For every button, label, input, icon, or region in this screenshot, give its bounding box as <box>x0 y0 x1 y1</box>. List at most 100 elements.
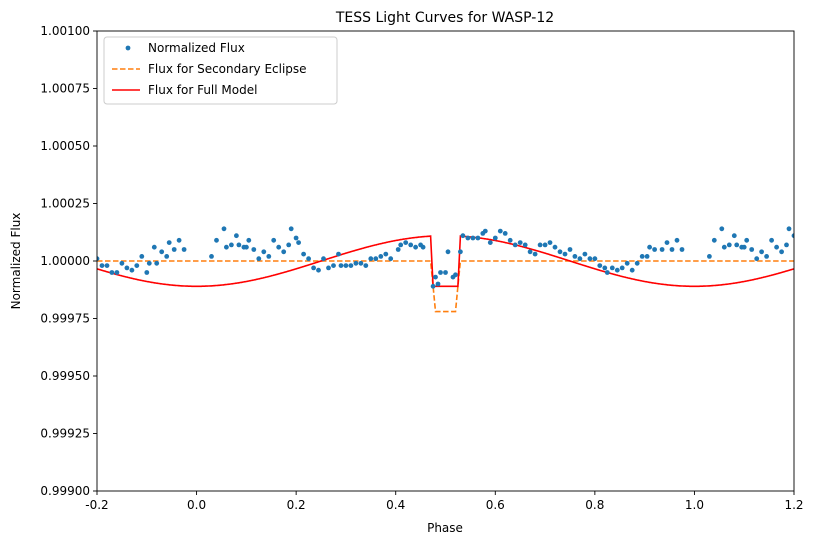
series-layer <box>97 226 794 313</box>
flux-data-point <box>403 240 409 246</box>
x-axis-label: Phase <box>427 521 463 535</box>
flux-data-point <box>734 242 740 248</box>
y-tick-label: 0.99975 <box>40 312 90 326</box>
flux-data-point <box>567 247 573 252</box>
legend-label: Flux for Secondary Eclipse <box>148 62 307 76</box>
flux-data-point <box>547 240 553 246</box>
flux-data-point <box>438 270 443 275</box>
flux-data-point <box>532 251 538 257</box>
flux-data-point <box>286 242 292 248</box>
flux-data-point <box>744 237 750 243</box>
flux-data-point <box>271 237 277 243</box>
flux-data-point <box>497 228 503 234</box>
flux-data-point <box>749 247 755 252</box>
flux-data-point <box>470 235 476 241</box>
flux-data-point <box>582 251 588 257</box>
flux-data-point <box>256 256 262 262</box>
flux-data-point <box>669 247 675 252</box>
flux-data-point <box>552 244 558 250</box>
flux-data-point <box>522 242 528 248</box>
x-tick-label: 0.6 <box>486 498 505 512</box>
flux-data-point <box>176 237 182 243</box>
y-axis-label: Normalized Flux <box>9 213 23 310</box>
flux-data-point <box>251 247 257 252</box>
flux-data-point <box>276 244 282 250</box>
flux-data-point <box>353 260 359 266</box>
flux-data-point <box>209 254 214 259</box>
flux-data-point <box>435 281 441 287</box>
flux-data-point <box>652 247 657 252</box>
flux-data-point <box>124 265 130 271</box>
flux-data-point <box>236 242 242 248</box>
flux-data-point <box>664 240 670 246</box>
flux-data-point <box>602 265 608 271</box>
flux-data-point <box>721 244 727 250</box>
flux-data-point <box>754 256 760 262</box>
flux-data-point <box>293 235 299 241</box>
flux-data-point <box>639 254 645 259</box>
flux-data-point <box>609 265 615 271</box>
flux-data-point <box>634 260 640 266</box>
flux-data-point <box>119 260 125 266</box>
flux-data-point <box>288 226 294 232</box>
flux-data-point <box>244 244 249 250</box>
flux-data-point <box>764 254 769 259</box>
flux-data-point <box>144 270 150 275</box>
y-tick-label: 0.99950 <box>40 369 90 383</box>
flux-data-point <box>266 254 272 259</box>
flux-data-point <box>109 270 115 275</box>
legend-box <box>103 36 338 105</box>
flux-data-point <box>629 267 635 273</box>
legend-label: Normalized Flux <box>148 41 245 55</box>
flux-data-point <box>229 242 234 248</box>
flux-data-point <box>214 237 219 243</box>
flux-data-point <box>731 233 737 239</box>
flux-data-point <box>502 231 508 236</box>
flux-data-point <box>338 263 344 268</box>
flux-data-point <box>383 251 389 257</box>
flux-data-point <box>281 249 287 255</box>
flux-data-point <box>408 242 414 248</box>
flux-data-point <box>786 226 792 232</box>
flux-data-point <box>517 240 523 246</box>
legend-marker-flux <box>125 45 131 51</box>
flux-data-point <box>363 263 369 268</box>
flux-data-point <box>453 272 458 278</box>
flux-data-point <box>171 247 177 252</box>
flux-data-point <box>475 235 481 241</box>
flux-data-point <box>741 244 747 250</box>
full-model-line <box>97 235 794 288</box>
flux-data-point <box>614 267 620 273</box>
flux-data-point <box>430 283 436 289</box>
flux-data-point <box>604 270 610 275</box>
flux-data-point <box>759 249 764 255</box>
y-tick-label: 1.00000 <box>40 254 90 268</box>
flux-data-point <box>726 242 732 248</box>
chart-title: TESS Light Curves for WASP-12 <box>335 10 554 26</box>
flux-data-point <box>707 254 712 259</box>
flux-data-point <box>458 249 463 255</box>
flux-data-point <box>326 265 331 271</box>
flux-data-point <box>159 249 165 255</box>
x-tick-label: 1.0 <box>685 498 704 512</box>
legend: Normalized Flux Flux for Secondary Eclips… <box>103 36 338 105</box>
flux-data-point <box>507 237 513 243</box>
flux-data-point <box>316 267 321 273</box>
flux-data-point <box>557 249 563 255</box>
flux-data-point <box>321 256 326 262</box>
flux-data-point <box>378 254 384 259</box>
flux-data-point <box>358 260 364 266</box>
flux-data-point <box>146 260 152 266</box>
flux-data-point <box>413 244 418 250</box>
flux-data-point <box>619 265 625 271</box>
flux-data-point <box>336 251 341 257</box>
flux-data-point <box>779 249 784 255</box>
flux-data-point <box>388 256 394 262</box>
flux-data-point <box>644 254 650 259</box>
y-tick-label: 1.00075 <box>40 82 90 96</box>
x-tick-label: -0.2 <box>85 498 108 512</box>
flux-data-point <box>487 240 493 246</box>
flux-data-point <box>129 267 135 273</box>
flux-data-point <box>791 233 794 239</box>
flux-data-point <box>443 270 448 275</box>
